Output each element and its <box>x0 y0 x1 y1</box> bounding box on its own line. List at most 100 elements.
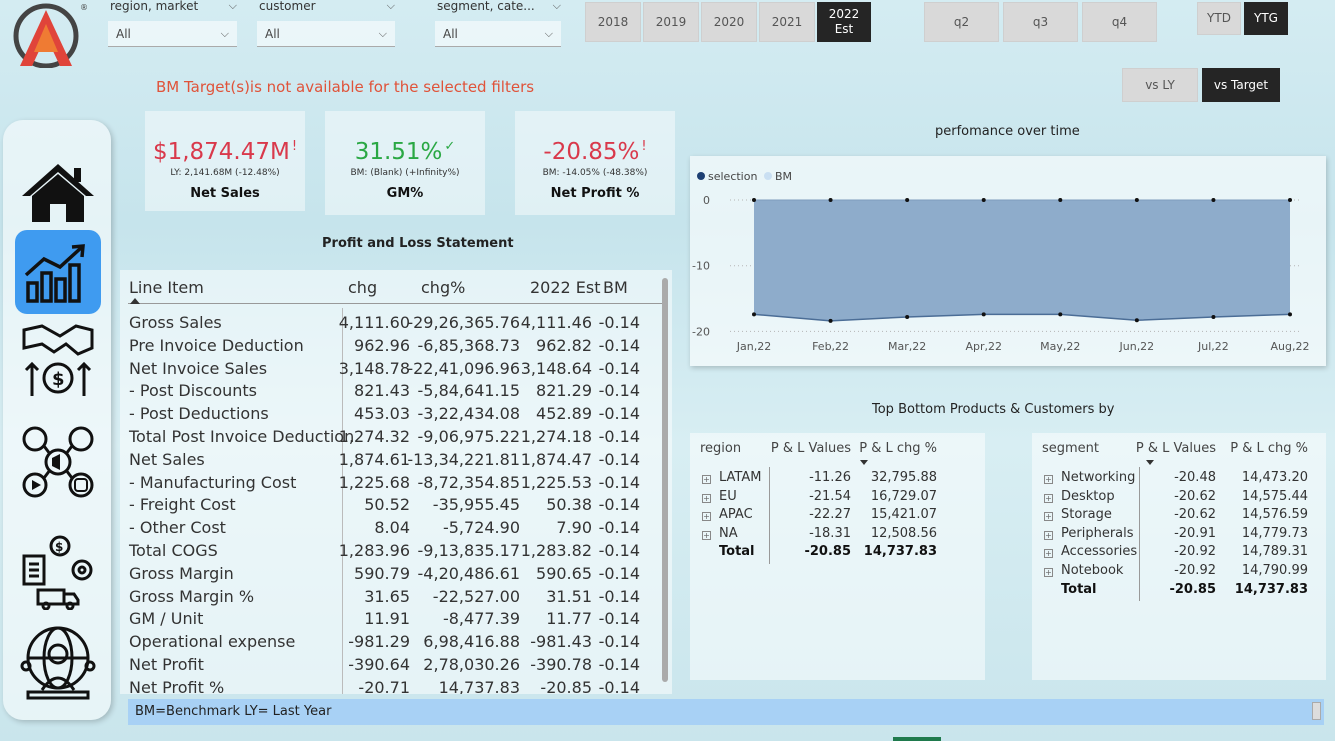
plus-box-icon: + <box>702 512 711 522</box>
selection-point <box>1134 318 1139 323</box>
cell-value: -0.14 <box>598 313 640 332</box>
compare-toggle-button[interactable]: vs Target <box>1202 68 1280 102</box>
expand-icon[interactable]: + <box>702 527 711 542</box>
year-button[interactable]: 2018 <box>585 2 641 42</box>
kpi-value: $1,874.47M! <box>145 139 305 165</box>
column-header[interactable]: region <box>700 441 742 456</box>
table-row[interactable]: + EU -21.54 16,729.07 <box>690 489 985 507</box>
line-item-label: Operational expense <box>129 632 296 652</box>
quarter-button[interactable]: q3 <box>1003 2 1078 42</box>
handshake-dollar-icon: $ <box>22 324 94 396</box>
compare-toggle-button[interactable]: vs LY <box>1122 68 1198 102</box>
period-toggle-button[interactable]: YTD <box>1197 2 1241 35</box>
period-toggle-button[interactable]: YTG <box>1244 2 1288 35</box>
pl-scrollbar[interactable] <box>662 278 668 682</box>
filter-dropdown[interactable]: All ⌵ <box>435 21 561 47</box>
row-label: NA <box>719 525 738 541</box>
total-row: Total -20.85 14,737.83 <box>1032 582 1326 600</box>
filter-dropdown[interactable]: All ⌵ <box>257 21 395 47</box>
expand-icon[interactable]: + <box>1044 508 1053 523</box>
nav-supply-chain[interactable]: $ <box>15 530 101 614</box>
plus-box-icon: + <box>1044 549 1053 559</box>
sort-ascending-icon[interactable] <box>130 298 140 304</box>
table-row[interactable]: + Networking -20.48 14,473.20 <box>1032 470 1326 488</box>
quarter-button[interactable]: q4 <box>1082 2 1157 42</box>
line-item-label: Total Post Invoice Deduction <box>129 427 355 446</box>
table-row[interactable]: + LATAM -11.26 32,795.88 <box>690 470 985 488</box>
column-header[interactable]: segment <box>1042 441 1100 456</box>
expand-icon[interactable]: + <box>1044 545 1053 560</box>
nav-marketing[interactable] <box>15 420 101 504</box>
quarter-button[interactable]: q2 <box>924 2 999 42</box>
sort-descending-icon[interactable] <box>860 460 868 465</box>
expand-icon[interactable]: + <box>1044 471 1053 486</box>
cell-value: 590.79 <box>354 563 410 583</box>
nav-finance[interactable] <box>15 230 101 314</box>
social-media-icon <box>22 426 94 498</box>
column-header[interactable]: BM <box>603 278 628 297</box>
cell-value: -9,06,975.22 <box>417 427 520 446</box>
expand-icon[interactable]: + <box>702 508 711 523</box>
column-header[interactable]: chg% <box>421 278 466 297</box>
table-row[interactable]: + Peripherals -20.91 14,779.73 <box>1032 526 1326 544</box>
column-header[interactable]: chg <box>348 278 378 297</box>
column-header[interactable]: 2022 Est <box>530 278 601 297</box>
plus-box-icon: + <box>702 530 711 540</box>
row-label: Accessories <box>1061 544 1138 560</box>
chevron-down-icon[interactable]: ⌵ <box>228 0 237 12</box>
total-value: 14,737.83 <box>863 544 937 560</box>
column-header[interactable]: P & L chg % <box>859 441 937 456</box>
footer-scrollbar[interactable] <box>1312 702 1321 720</box>
kpi-card: 31.51% ✓ BM: (Blank) (+Infinity%) GM% <box>325 111 485 215</box>
cell-value: 50.38 <box>546 495 592 515</box>
expand-icon[interactable]: + <box>702 471 711 486</box>
filter-value: All <box>116 26 131 41</box>
cell-value: 3,148.78 <box>338 358 410 378</box>
table-row[interactable]: + Storage -20.62 14,576.59 <box>1032 507 1326 525</box>
table-row[interactable]: + Accessories -20.92 14,789.31 <box>1032 544 1326 562</box>
x-tick-label: Mar,22 <box>888 340 926 353</box>
line-item-label: Net Profit % <box>129 677 225 694</box>
year-button[interactable]: 2022 Est <box>817 2 871 42</box>
column-header[interactable]: P & L chg % <box>1230 441 1308 456</box>
column-header[interactable]: P & L Values <box>1135 441 1216 456</box>
x-tick-label: Jul,22 <box>1197 340 1229 353</box>
table-row[interactable]: + NA -18.31 12,508.56 <box>690 526 985 544</box>
cell-value: -22,527.00 <box>432 586 520 606</box>
year-button[interactable]: 2019 <box>643 2 699 42</box>
selection-point <box>905 314 910 319</box>
cell-value: -0.14 <box>598 335 640 355</box>
chevron-down-icon[interactable]: ⌵ <box>552 0 561 12</box>
sort-descending-icon[interactable] <box>1146 460 1154 465</box>
table-row[interactable]: + APAC -22.27 15,421.07 <box>690 507 985 525</box>
table-row[interactable]: + Desktop -20.62 14,575.44 <box>1032 489 1326 507</box>
filter-dropdown[interactable]: All ⌵ <box>108 21 237 47</box>
total-value: 14,737.83 <box>1234 581 1308 597</box>
chevron-down-icon[interactable]: ⌵ <box>386 0 395 12</box>
expand-icon[interactable]: + <box>1044 490 1053 505</box>
cell-value: -11.26 <box>809 470 851 485</box>
year-button[interactable]: 2021 <box>759 2 815 42</box>
y-tick-label: 0 <box>703 194 710 207</box>
table-row: - Manufacturing Cost 1,225.68 -8,72,354.85… <box>120 473 660 496</box>
page-tab-indicator[interactable] <box>893 737 941 741</box>
alert-icon: ! <box>291 139 298 154</box>
nav-executive[interactable] <box>15 620 101 704</box>
filter-label: segment, cate... ⌵ <box>437 0 561 13</box>
column-header[interactable]: P & L Values <box>770 441 851 456</box>
bm-point <box>981 198 986 202</box>
cell-value: 1,874.47 <box>520 449 592 469</box>
nav-sales[interactable]: $ <box>15 318 101 402</box>
expand-icon[interactable]: + <box>702 490 711 505</box>
cell-value: -0.14 <box>598 427 640 446</box>
plus-box-icon: + <box>1044 512 1053 522</box>
nav-home[interactable] <box>15 150 101 234</box>
column-header[interactable]: Line Item <box>129 278 204 297</box>
cell-value: 4,111.46 <box>520 313 592 332</box>
bm-point <box>1211 198 1216 202</box>
table-row[interactable]: + Notebook -20.92 14,790.99 <box>1032 563 1326 581</box>
year-button[interactable]: 2020 <box>701 2 757 42</box>
cell-value: -0.14 <box>598 404 640 424</box>
expand-icon[interactable]: + <box>1044 564 1053 579</box>
expand-icon[interactable]: + <box>1044 527 1053 542</box>
